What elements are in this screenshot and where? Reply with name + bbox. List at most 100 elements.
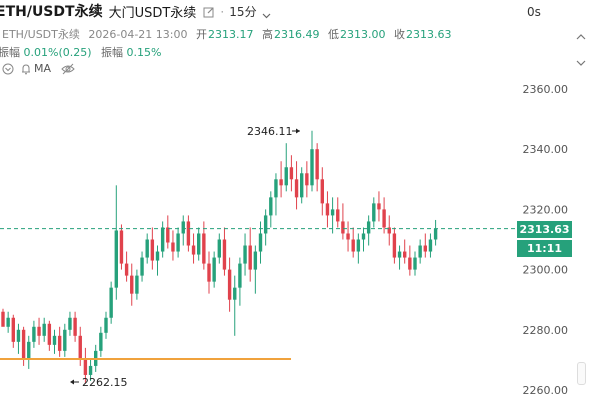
price-axis-tick: 2360.00 [523,83,569,96]
candle-body [99,332,103,351]
candle-body [42,323,46,336]
amplitude-value: 0.15% [126,46,162,59]
high-marker-label: 2346.11 [247,125,293,138]
high-label: 高 [262,28,273,41]
candle-body [68,317,72,330]
candle-body [300,173,304,198]
amplitude-label: 振幅 [101,46,124,59]
candle-body [253,251,258,270]
ohlc-legend: ETH/USDT永续 2026-04-21 13:00 开2313.17 高23… [2,26,457,42]
candle-body [305,173,309,186]
candle-body [284,167,288,186]
candle-body [222,239,227,270]
ma-indicator-label[interactable]: MA [34,62,52,75]
candle-body [377,203,381,210]
scroll-down-icon [576,60,586,66]
candle-body [11,317,15,342]
candle-body [124,263,129,276]
candle-body [320,179,324,204]
ohlc-datetime: 2026-04-21 13:00 [88,28,188,41]
candle-body [269,197,273,216]
candle-body [166,227,170,243]
low-marker-arrowhead [70,379,74,385]
candle-body [418,245,422,258]
indicator-row: MA [2,62,75,75]
open-value: 2313.17 [208,28,254,41]
candle-body [52,335,57,345]
high-marker-arrowhead [296,128,300,134]
candle-body [47,323,52,345]
venue-label: 大门USDT永续 [108,5,197,21]
candle-body [16,329,21,342]
candle-body [176,233,180,252]
candle-body [366,221,371,234]
candle-body [403,251,407,258]
candle-body [145,239,149,258]
candle-body [202,233,206,264]
candle-body [356,239,361,252]
close-value: 2313.63 [406,28,452,41]
candle-body [119,230,124,264]
price-axis-tick: 2340.00 [523,143,569,156]
candle-body [325,203,330,216]
candle-timer-tag: 11:11 [517,240,572,257]
candle-body [88,365,93,375]
price-axis-tick: 2280.00 [523,324,569,337]
candle-body [382,209,386,228]
candle-body [217,239,221,258]
candle-body [336,209,340,222]
candle-body [160,227,165,252]
candle-body [1,311,5,327]
candle-body [150,239,155,261]
candle-body [330,209,335,216]
edit-icon[interactable] [203,5,215,18]
candle-body [32,326,36,342]
side-toolbar [575,30,587,75]
candle-body [155,251,160,261]
high-value: 2316.49 [274,28,320,41]
candle-body [428,239,433,252]
candle-body [83,359,88,375]
close-label: 收 [394,28,405,41]
low-label: 低 [328,28,339,41]
candle-body [181,221,185,234]
change-value: 0.01%(0.25) [23,46,92,59]
candle-body [387,227,391,234]
separator: · [220,4,225,18]
change-legend: 振幅 0.01%(0.25) 振幅 0.15% [0,44,167,60]
candle-body [104,317,108,333]
candle-body [140,257,144,276]
candle-body [63,329,67,351]
candle-body [310,149,314,186]
candle-body [171,242,175,252]
hide-eye-icon[interactable] [61,63,75,75]
candle-body [408,257,412,270]
scrollbar-thumb[interactable] [577,362,586,385]
candle-body [109,287,113,318]
candle-body [135,275,139,294]
interval-selector[interactable]: 15分 [229,4,257,19]
candle-body [186,221,191,246]
symbol-title[interactable]: ETH/USDT永续 [0,4,103,20]
alert-bell-icon[interactable] [20,63,32,75]
candle-body [433,228,438,240]
candle-body [197,233,201,255]
candle-body [294,179,299,198]
chevron-down-icon[interactable] [262,7,271,18]
candle-body [73,317,77,336]
candle-body [372,203,376,222]
candle-body [37,326,41,336]
title-row: ETH/USDT永续 大门USDT永续 · 15分 [0,2,271,21]
ohlc-pair: ETH/USDT永续 [2,28,80,41]
candle-body [279,179,283,186]
candle-body [392,233,397,258]
candle-body [248,245,252,270]
candle-body [114,230,118,288]
candle-body [207,263,211,282]
candle-body [243,245,247,264]
collapse-icon[interactable] [2,63,14,75]
candle-body [233,287,237,300]
open-label: 开 [196,28,207,41]
chart-header: ETH/USDT永续 大门USDT永续 · 15分 0s ETH/USDT永续 … [0,0,589,84]
